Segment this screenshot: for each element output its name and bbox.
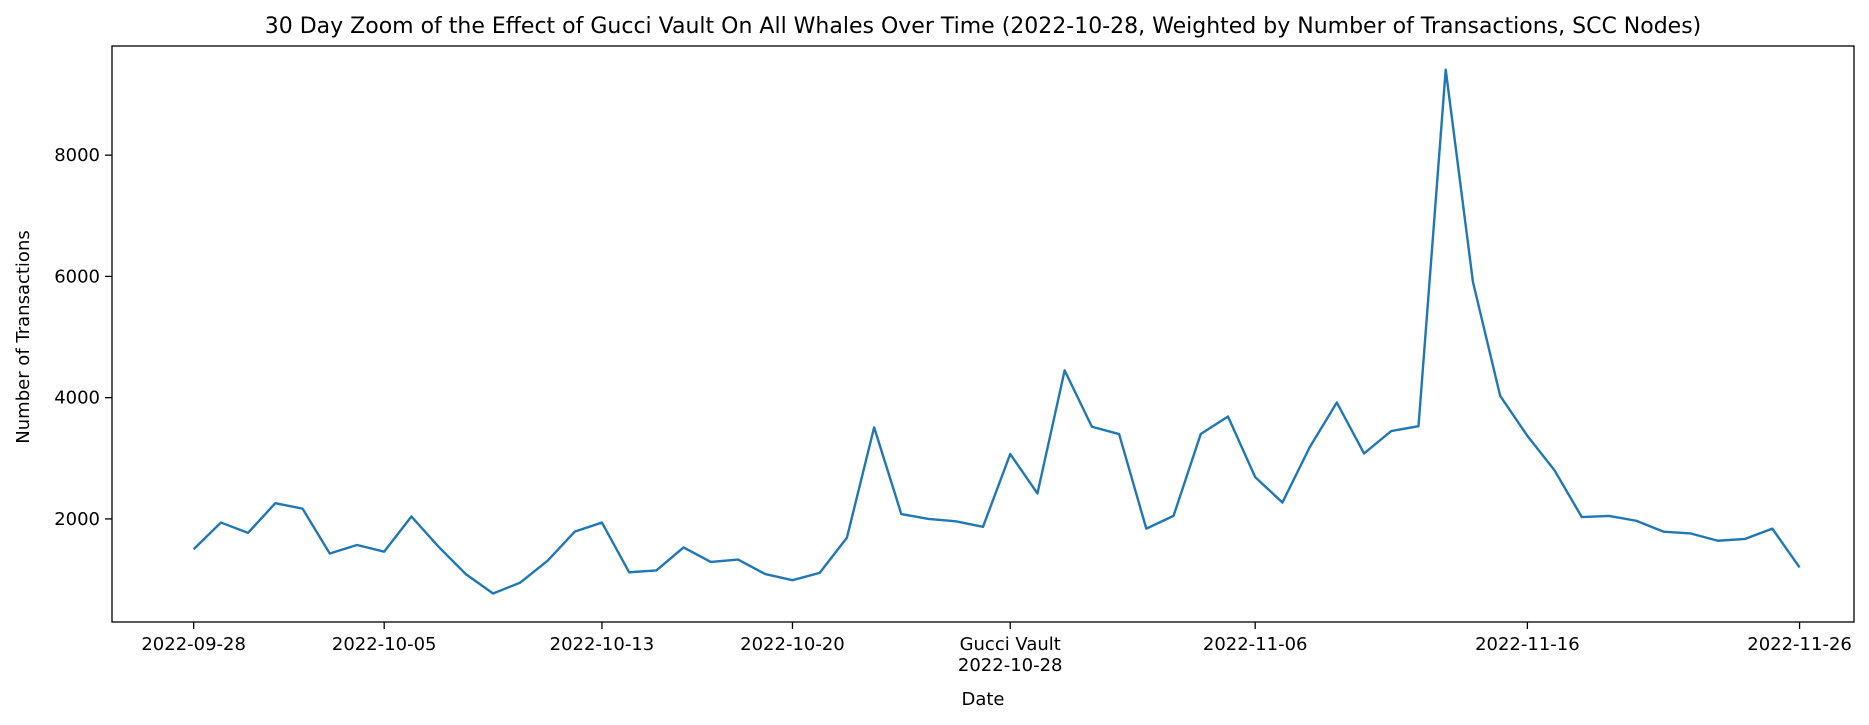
y-tick-label: 8000 — [54, 145, 100, 166]
x-axis-ticks: 2022-09-28 2022-10-05 2022-10-13 2022-10-20… — [141, 622, 1852, 676]
x-tick-label: 2022-10-28 — [958, 655, 1063, 676]
series-line — [192, 68, 1801, 595]
y-axis-ticks: 2000 4000 6000 8000 — [54, 145, 112, 530]
x-axis-label: Date — [961, 689, 1004, 710]
x-tick-label: 2022-11-26 — [1747, 634, 1852, 655]
x-tick-label: 2022-11-16 — [1475, 634, 1580, 655]
x-tick-annotation: Gucci Vault — [960, 634, 1061, 655]
x-tick-label: 2022-11-06 — [1203, 634, 1308, 655]
x-tick-label: 2022-10-05 — [332, 634, 437, 655]
plot-area-frame — [111, 45, 1855, 623]
y-tick-label: 2000 — [54, 509, 100, 530]
x-tick-label: 2022-09-28 — [141, 634, 246, 655]
y-axis-label: Number of Transactions — [13, 230, 34, 443]
x-tick-label: 2022-10-20 — [740, 634, 845, 655]
x-tick-label: 2022-10-13 — [550, 634, 655, 655]
y-tick-label: 6000 — [54, 266, 100, 287]
chart-title: 30 Day Zoom of the Effect of Gucci Vault… — [265, 14, 1702, 39]
y-tick-label: 4000 — [54, 388, 100, 409]
